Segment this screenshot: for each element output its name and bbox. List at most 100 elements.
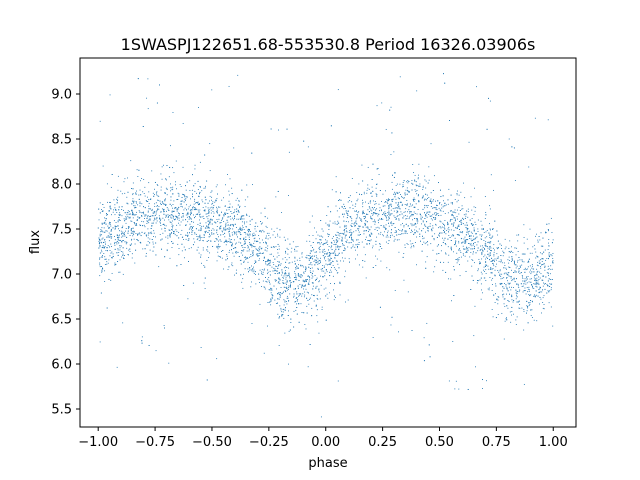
data-point	[372, 267, 374, 268]
data-point	[464, 236, 466, 238]
data-point	[108, 210, 110, 212]
data-point	[270, 298, 271, 300]
data-point	[330, 241, 332, 243]
data-point	[249, 234, 251, 236]
data-point	[229, 230, 230, 232]
data-point	[156, 184, 158, 185]
data-point	[147, 78, 149, 80]
data-point	[537, 239, 539, 241]
data-point	[476, 244, 478, 246]
data-point	[270, 304, 272, 306]
data-point	[444, 220, 446, 221]
data-point	[477, 247, 479, 249]
data-point	[434, 213, 435, 215]
data-point	[224, 212, 226, 214]
data-point	[229, 240, 231, 242]
data-point	[516, 247, 518, 249]
data-point	[199, 186, 201, 188]
data-point	[539, 271, 541, 273]
data-point	[529, 278, 531, 280]
data-point	[181, 243, 183, 245]
data-point	[495, 259, 497, 261]
data-point	[407, 182, 409, 184]
data-point	[245, 233, 247, 235]
data-point	[190, 211, 192, 213]
data-point	[253, 242, 255, 244]
data-point	[291, 261, 293, 263]
data-point	[208, 215, 210, 217]
data-point	[401, 233, 402, 235]
data-point	[286, 281, 288, 283]
data-point	[388, 205, 389, 207]
data-point	[107, 225, 109, 227]
data-point	[473, 230, 475, 232]
data-point	[127, 228, 129, 230]
data-point	[492, 247, 494, 249]
data-point	[439, 235, 440, 237]
data-point	[358, 231, 360, 233]
data-point	[122, 273, 124, 275]
data-point	[377, 215, 379, 217]
data-point	[275, 303, 277, 304]
data-point	[473, 227, 475, 229]
data-point	[485, 258, 487, 260]
data-point	[144, 207, 146, 209]
data-point	[174, 219, 176, 221]
data-point	[99, 235, 101, 237]
data-point	[267, 259, 269, 261]
data-point	[164, 230, 166, 232]
data-point	[375, 255, 377, 257]
data-point	[315, 262, 317, 264]
data-point	[503, 303, 505, 305]
data-point	[487, 253, 489, 255]
data-point	[259, 230, 261, 231]
data-point	[211, 233, 213, 235]
data-point	[538, 289, 540, 291]
data-point	[526, 312, 527, 314]
data-point	[286, 289, 288, 291]
data-point	[351, 237, 353, 239]
data-point	[241, 221, 243, 223]
data-point	[255, 254, 257, 256]
data-point	[252, 184, 253, 186]
data-point	[301, 252, 303, 254]
data-point	[531, 284, 533, 286]
data-point	[306, 312, 308, 314]
data-point	[104, 239, 105, 241]
data-point	[413, 199, 414, 201]
data-point	[318, 332, 320, 334]
data-point	[171, 229, 172, 231]
data-point	[506, 272, 508, 274]
data-point	[285, 266, 286, 268]
data-point	[362, 203, 364, 205]
data-point	[536, 271, 538, 273]
data-point	[111, 214, 112, 216]
data-point	[138, 198, 140, 200]
data-point	[131, 243, 132, 245]
data-point	[504, 298, 506, 300]
data-point	[193, 209, 195, 211]
data-point	[160, 218, 162, 220]
data-point	[524, 253, 526, 255]
data-point	[535, 235, 537, 237]
data-point	[286, 128, 288, 130]
data-point	[515, 264, 517, 266]
data-point	[344, 257, 346, 259]
data-point	[103, 222, 105, 224]
data-point	[249, 267, 251, 269]
data-point	[232, 265, 234, 267]
data-point	[455, 240, 456, 242]
data-point	[367, 166, 369, 168]
data-point	[344, 231, 346, 233]
data-point	[188, 239, 190, 241]
data-point	[364, 222, 366, 224]
data-point	[362, 212, 364, 214]
data-point	[263, 286, 265, 288]
data-point	[456, 209, 458, 211]
data-point	[497, 240, 499, 242]
data-point	[111, 272, 113, 274]
data-point	[293, 295, 295, 297]
data-point	[378, 213, 380, 215]
data-point	[223, 221, 225, 223]
data-point	[384, 201, 386, 203]
